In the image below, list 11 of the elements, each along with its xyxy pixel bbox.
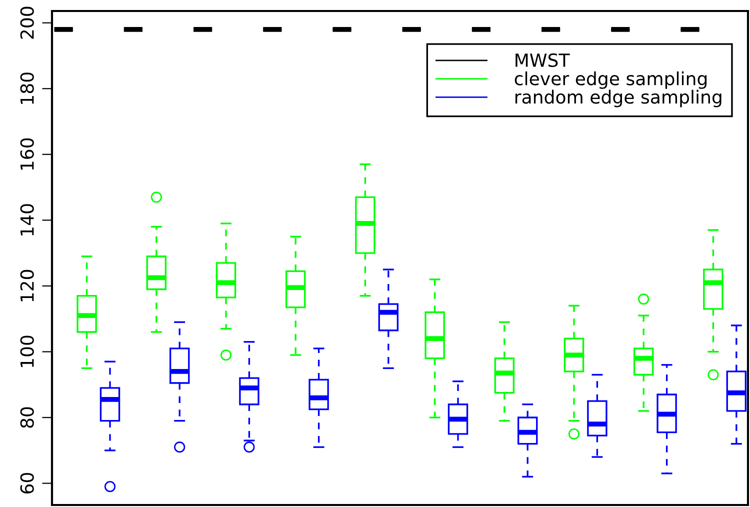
legend-label: MWST bbox=[516, 53, 570, 68]
y-tick-label: 120 bbox=[20, 270, 34, 302]
y-tick-label: 100 bbox=[20, 336, 34, 367]
legend-label: random edge sampling bbox=[515, 90, 722, 108]
legend-label: clever edge sampling bbox=[514, 71, 707, 89]
y-tick-label: 180 bbox=[20, 72, 34, 104]
y-tick-label: 140 bbox=[20, 204, 34, 236]
y-tick-label: 200 bbox=[20, 6, 34, 39]
y-tick-label: 160 bbox=[20, 138, 34, 170]
y-tick-label: 60 bbox=[20, 473, 34, 494]
y-tick-label: 80 bbox=[20, 407, 34, 428]
